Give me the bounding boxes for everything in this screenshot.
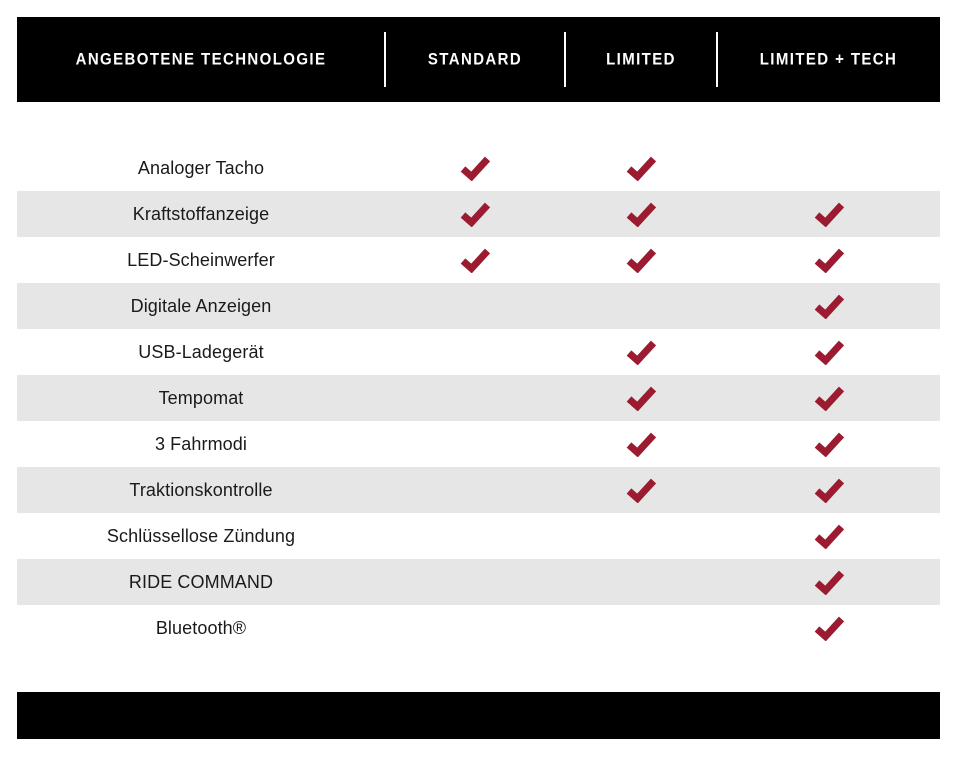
- feature-label: Digitale Anzeigen: [130, 295, 272, 316]
- check-cell-limited: [565, 248, 717, 273]
- check-cell-standard: [385, 432, 565, 457]
- check-cell-limited: [565, 524, 717, 549]
- check-icon: [814, 524, 844, 549]
- table-row: LED-Scheinwerfer: [17, 237, 940, 283]
- check-cell-standard: [385, 478, 565, 503]
- check-cell-limited: [565, 156, 717, 181]
- check-cell-standard: [385, 524, 565, 549]
- check-cell-standard: [385, 294, 565, 319]
- check-cell-limited-tech: [717, 524, 940, 549]
- check-cell-limited-tech: [717, 432, 940, 457]
- check-cell-standard: [385, 156, 565, 181]
- header-feature-column: ANGEBOTENE TECHNOLOGIE: [75, 50, 327, 69]
- check-icon: [460, 248, 490, 273]
- check-icon: [626, 340, 656, 365]
- feature-label: Schlüssellose Zündung: [106, 525, 296, 546]
- check-cell-limited-tech: [717, 294, 940, 319]
- header-trim-standard: STANDARD: [384, 17, 565, 102]
- table-row: 3 Fahrmodi: [17, 421, 940, 467]
- feature-label: Analoger Tacho: [137, 157, 265, 178]
- feature-label: USB-Ladegerät: [138, 341, 264, 362]
- check-icon: [814, 202, 844, 227]
- check-cell-limited-tech: [717, 478, 940, 503]
- check-icon: [814, 432, 844, 457]
- feature-label: Bluetooth®: [155, 617, 247, 638]
- check-cell-standard: [385, 570, 565, 595]
- table-row: USB-Ladegerät: [17, 329, 940, 375]
- check-cell-limited: [565, 570, 717, 595]
- check-cell-limited: [565, 478, 717, 503]
- check-cell-limited-tech: [717, 156, 940, 181]
- check-cell-limited-tech: [717, 386, 940, 411]
- check-icon: [814, 340, 844, 365]
- check-icon: [814, 616, 844, 641]
- check-cell-standard: [385, 616, 565, 641]
- check-icon: [626, 156, 656, 181]
- feature-label: Traktionskontrolle: [129, 479, 273, 500]
- bottom-black-bar: [17, 692, 940, 739]
- check-icon: [814, 248, 844, 273]
- check-icon: [460, 202, 490, 227]
- check-icon: [814, 386, 844, 411]
- check-icon: [626, 202, 656, 227]
- table-row: Digitale Anzeigen: [17, 283, 940, 329]
- feature-label: RIDE COMMAND: [128, 571, 274, 592]
- check-cell-limited: [565, 202, 717, 227]
- table-row: Kraftstoffanzeige: [17, 191, 940, 237]
- table-header-bar: ANGEBOTENE TECHNOLOGIE STANDARD LIMITED …: [17, 17, 940, 102]
- table-row: Tempomat: [17, 375, 940, 421]
- table-row: RIDE COMMAND: [17, 559, 940, 605]
- check-icon: [814, 570, 844, 595]
- check-cell-standard: [385, 386, 565, 411]
- table-row: Traktionskontrolle: [17, 467, 940, 513]
- check-cell-standard: [385, 248, 565, 273]
- comparison-table-section: ANGEBOTENE TECHNOLOGIE STANDARD LIMITED …: [17, 17, 940, 739]
- feature-label: Tempomat: [158, 387, 244, 408]
- check-cell-limited-tech: [717, 202, 940, 227]
- check-icon: [626, 248, 656, 273]
- check-cell-limited: [565, 386, 717, 411]
- feature-label: LED-Scheinwerfer: [127, 249, 275, 270]
- check-cell-limited-tech: [717, 340, 940, 365]
- feature-label: Kraftstoffanzeige: [132, 203, 270, 224]
- check-icon: [814, 294, 844, 319]
- check-icon: [626, 386, 656, 411]
- feature-table: Analoger Tacho Kraftstoffanzeige LED-Sch…: [17, 145, 940, 651]
- table-row: Analoger Tacho: [17, 145, 940, 191]
- check-cell-limited: [565, 616, 717, 641]
- check-cell-limited: [565, 432, 717, 457]
- check-cell-standard: [385, 202, 565, 227]
- check-cell-limited-tech: [717, 248, 940, 273]
- check-cell-limited: [565, 294, 717, 319]
- table-row: Bluetooth®: [17, 605, 940, 651]
- check-icon: [814, 478, 844, 503]
- check-cell-limited-tech: [717, 570, 940, 595]
- header-trim-limited: LIMITED: [564, 17, 717, 102]
- check-icon: [626, 432, 656, 457]
- check-cell-limited-tech: [717, 616, 940, 641]
- check-icon: [626, 478, 656, 503]
- header-trim-limited-tech: LIMITED + TECH: [716, 17, 940, 102]
- check-cell-limited: [565, 340, 717, 365]
- check-icon: [460, 156, 490, 181]
- table-row: Schlüssellose Zündung: [17, 513, 940, 559]
- check-cell-standard: [385, 340, 565, 365]
- feature-label: 3 Fahrmodi: [154, 433, 248, 454]
